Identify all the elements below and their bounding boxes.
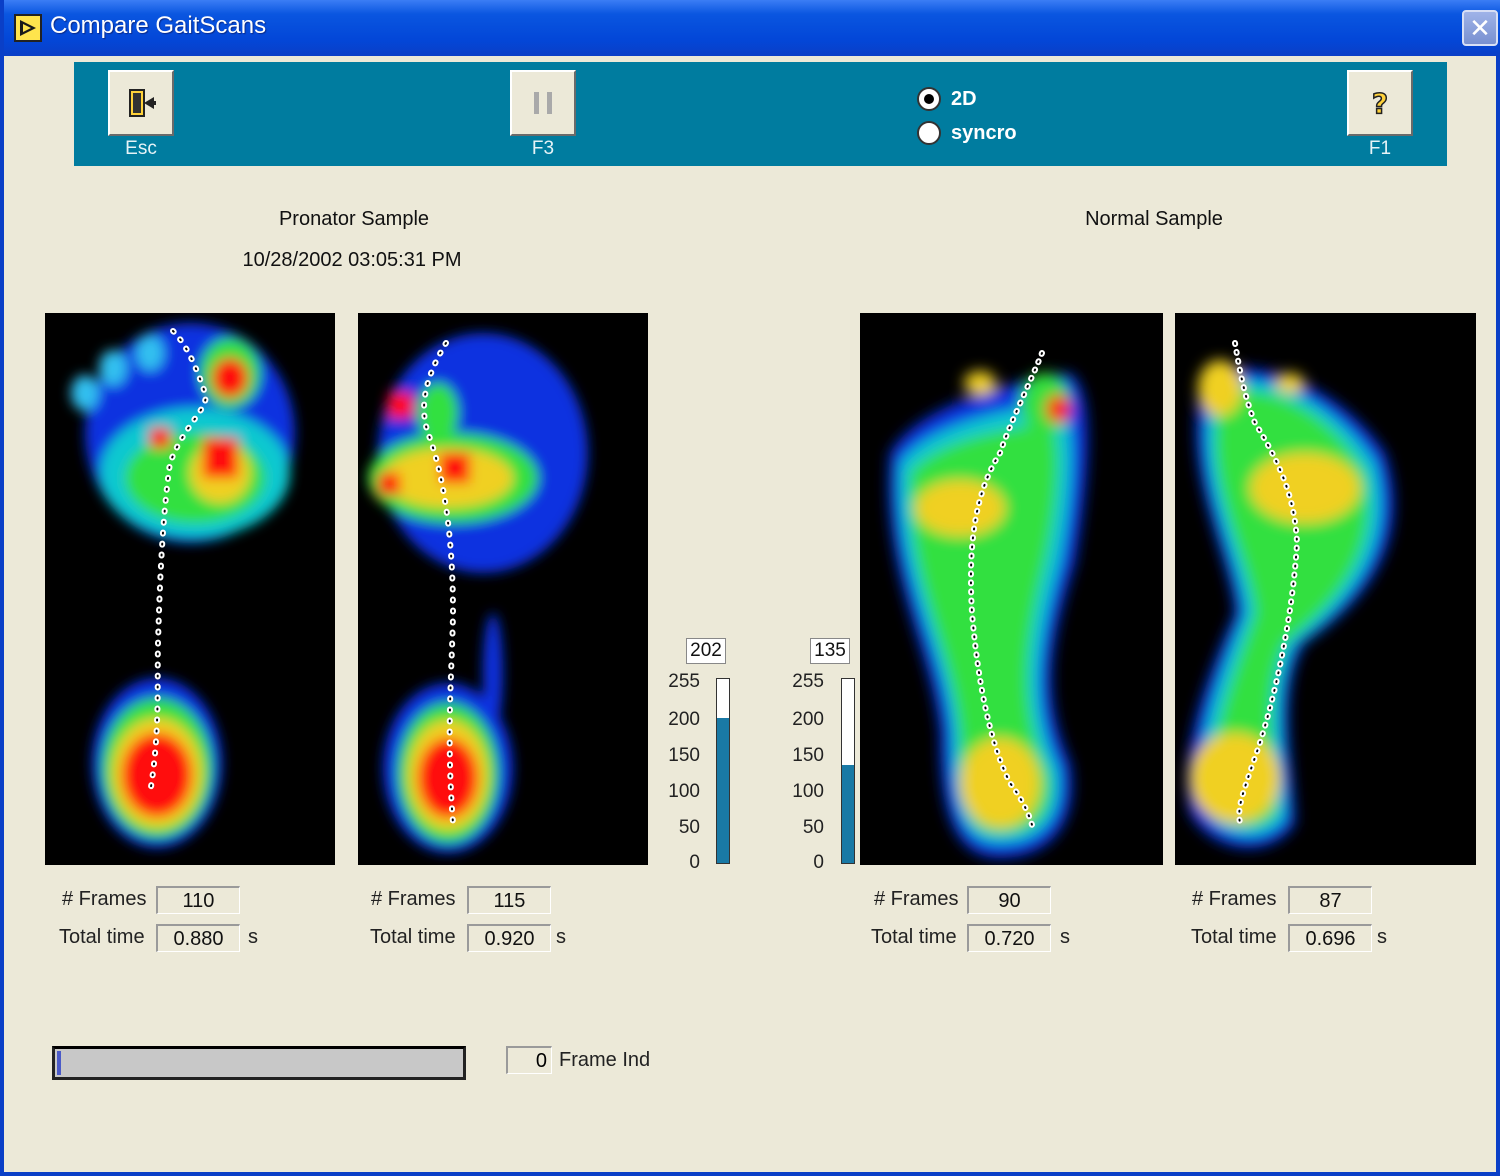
esc-label: Esc (125, 138, 157, 159)
right-scale-tick: 0 (813, 852, 824, 873)
frames-value: 115 (467, 886, 551, 914)
total-time-label: Total time (370, 926, 456, 948)
normal-scan-1-heatmap (860, 313, 1163, 865)
total-time-value: 0.696 (1288, 924, 1372, 952)
pause-icon (534, 92, 552, 114)
radio-syncro-label: syncro (951, 121, 1017, 144)
foot-pressure-map (71, 323, 295, 848)
radio-2d-label: 2D (951, 87, 977, 110)
pronator-scan-2-heatmap (358, 313, 648, 865)
normal-scan-2-heatmap (1175, 313, 1476, 865)
frame-slider-knob[interactable] (57, 1051, 61, 1075)
esc-button[interactable] (108, 70, 174, 136)
time-unit: s (1377, 926, 1387, 948)
help-label: F1 (1368, 138, 1392, 159)
left-scale-max-value: 202 (686, 638, 726, 664)
right-scale-tick: 255 (792, 671, 824, 692)
left-scale-fill (717, 717, 729, 863)
time-unit: s (556, 926, 566, 948)
radio-syncro-dot[interactable] (917, 121, 941, 145)
time-unit: s (1060, 926, 1070, 948)
exit-door-icon (129, 89, 156, 117)
frame-slider[interactable] (52, 1046, 466, 1080)
help-button[interactable]: ? (1347, 70, 1413, 136)
radio-2d[interactable]: 2D (917, 82, 1017, 116)
total-time-label: Total time (1191, 926, 1277, 948)
right-scale-tick: 50 (802, 817, 824, 838)
left-sample-title: Pronator Sample (278, 208, 430, 230)
total-time-value: 0.920 (467, 924, 551, 952)
time-unit: s (248, 926, 258, 948)
pause-button[interactable] (510, 70, 576, 136)
frames-label: # Frames (371, 888, 456, 910)
frames-value: 87 (1288, 886, 1372, 914)
total-time-label: Total time (59, 926, 145, 948)
frames-value: 90 (967, 886, 1051, 914)
left-scale-tick: 255 (668, 671, 700, 692)
right-scale-tick: 100 (792, 781, 824, 802)
right-scale-bar (841, 678, 855, 864)
left-sample-timestamp: 10/28/2002 03:05:31 PM (242, 249, 462, 271)
view-mode-radio-group: 2D syncro (917, 82, 1017, 150)
left-scale-bar (716, 678, 730, 864)
title-bar[interactable]: Compare GaitScans ✕ (4, 0, 1500, 56)
close-button[interactable]: ✕ (1462, 10, 1498, 46)
frame-index-label: Frame Ind (559, 1049, 651, 1071)
frames-label: # Frames (874, 888, 959, 910)
radio-2d-dot[interactable] (917, 87, 941, 111)
total-time-label: Total time (871, 926, 957, 948)
pronator-scan-1-heatmap (45, 313, 335, 865)
app-icon (14, 14, 42, 42)
foot-pressure-map (888, 350, 1088, 858)
toolbar: Esc F3 2D syncro ? F1 (74, 62, 1447, 166)
radio-syncro[interactable]: syncro (917, 116, 1017, 150)
left-scale-tick: 50 (678, 817, 700, 838)
total-time-value: 0.880 (156, 924, 240, 952)
right-scale-fill (842, 765, 854, 863)
left-scale-tick: 150 (668, 745, 700, 766)
right-scale-tick: 200 (792, 709, 824, 730)
window-title: Compare GaitScans (50, 12, 267, 39)
frames-label: # Frames (1192, 888, 1277, 910)
question-mark-icon: ? (1371, 86, 1389, 120)
right-scale-max-value: 135 (810, 638, 850, 664)
foot-pressure-map (368, 333, 588, 853)
right-scale-tick: 150 (792, 745, 824, 766)
left-scale-tick: 0 (689, 852, 700, 873)
foot-pressure-map (1187, 340, 1394, 849)
pause-label: F3 (531, 138, 555, 159)
frames-label: # Frames (62, 888, 147, 910)
left-scale-tick: 100 (668, 781, 700, 802)
svg-text:?: ? (1372, 87, 1388, 120)
frames-value: 110 (156, 886, 240, 914)
frame-index-value[interactable]: 0 (506, 1046, 552, 1074)
left-scale-tick: 200 (668, 709, 700, 730)
right-sample-title: Normal Sample (1085, 208, 1223, 230)
total-time-value: 0.720 (967, 924, 1051, 952)
